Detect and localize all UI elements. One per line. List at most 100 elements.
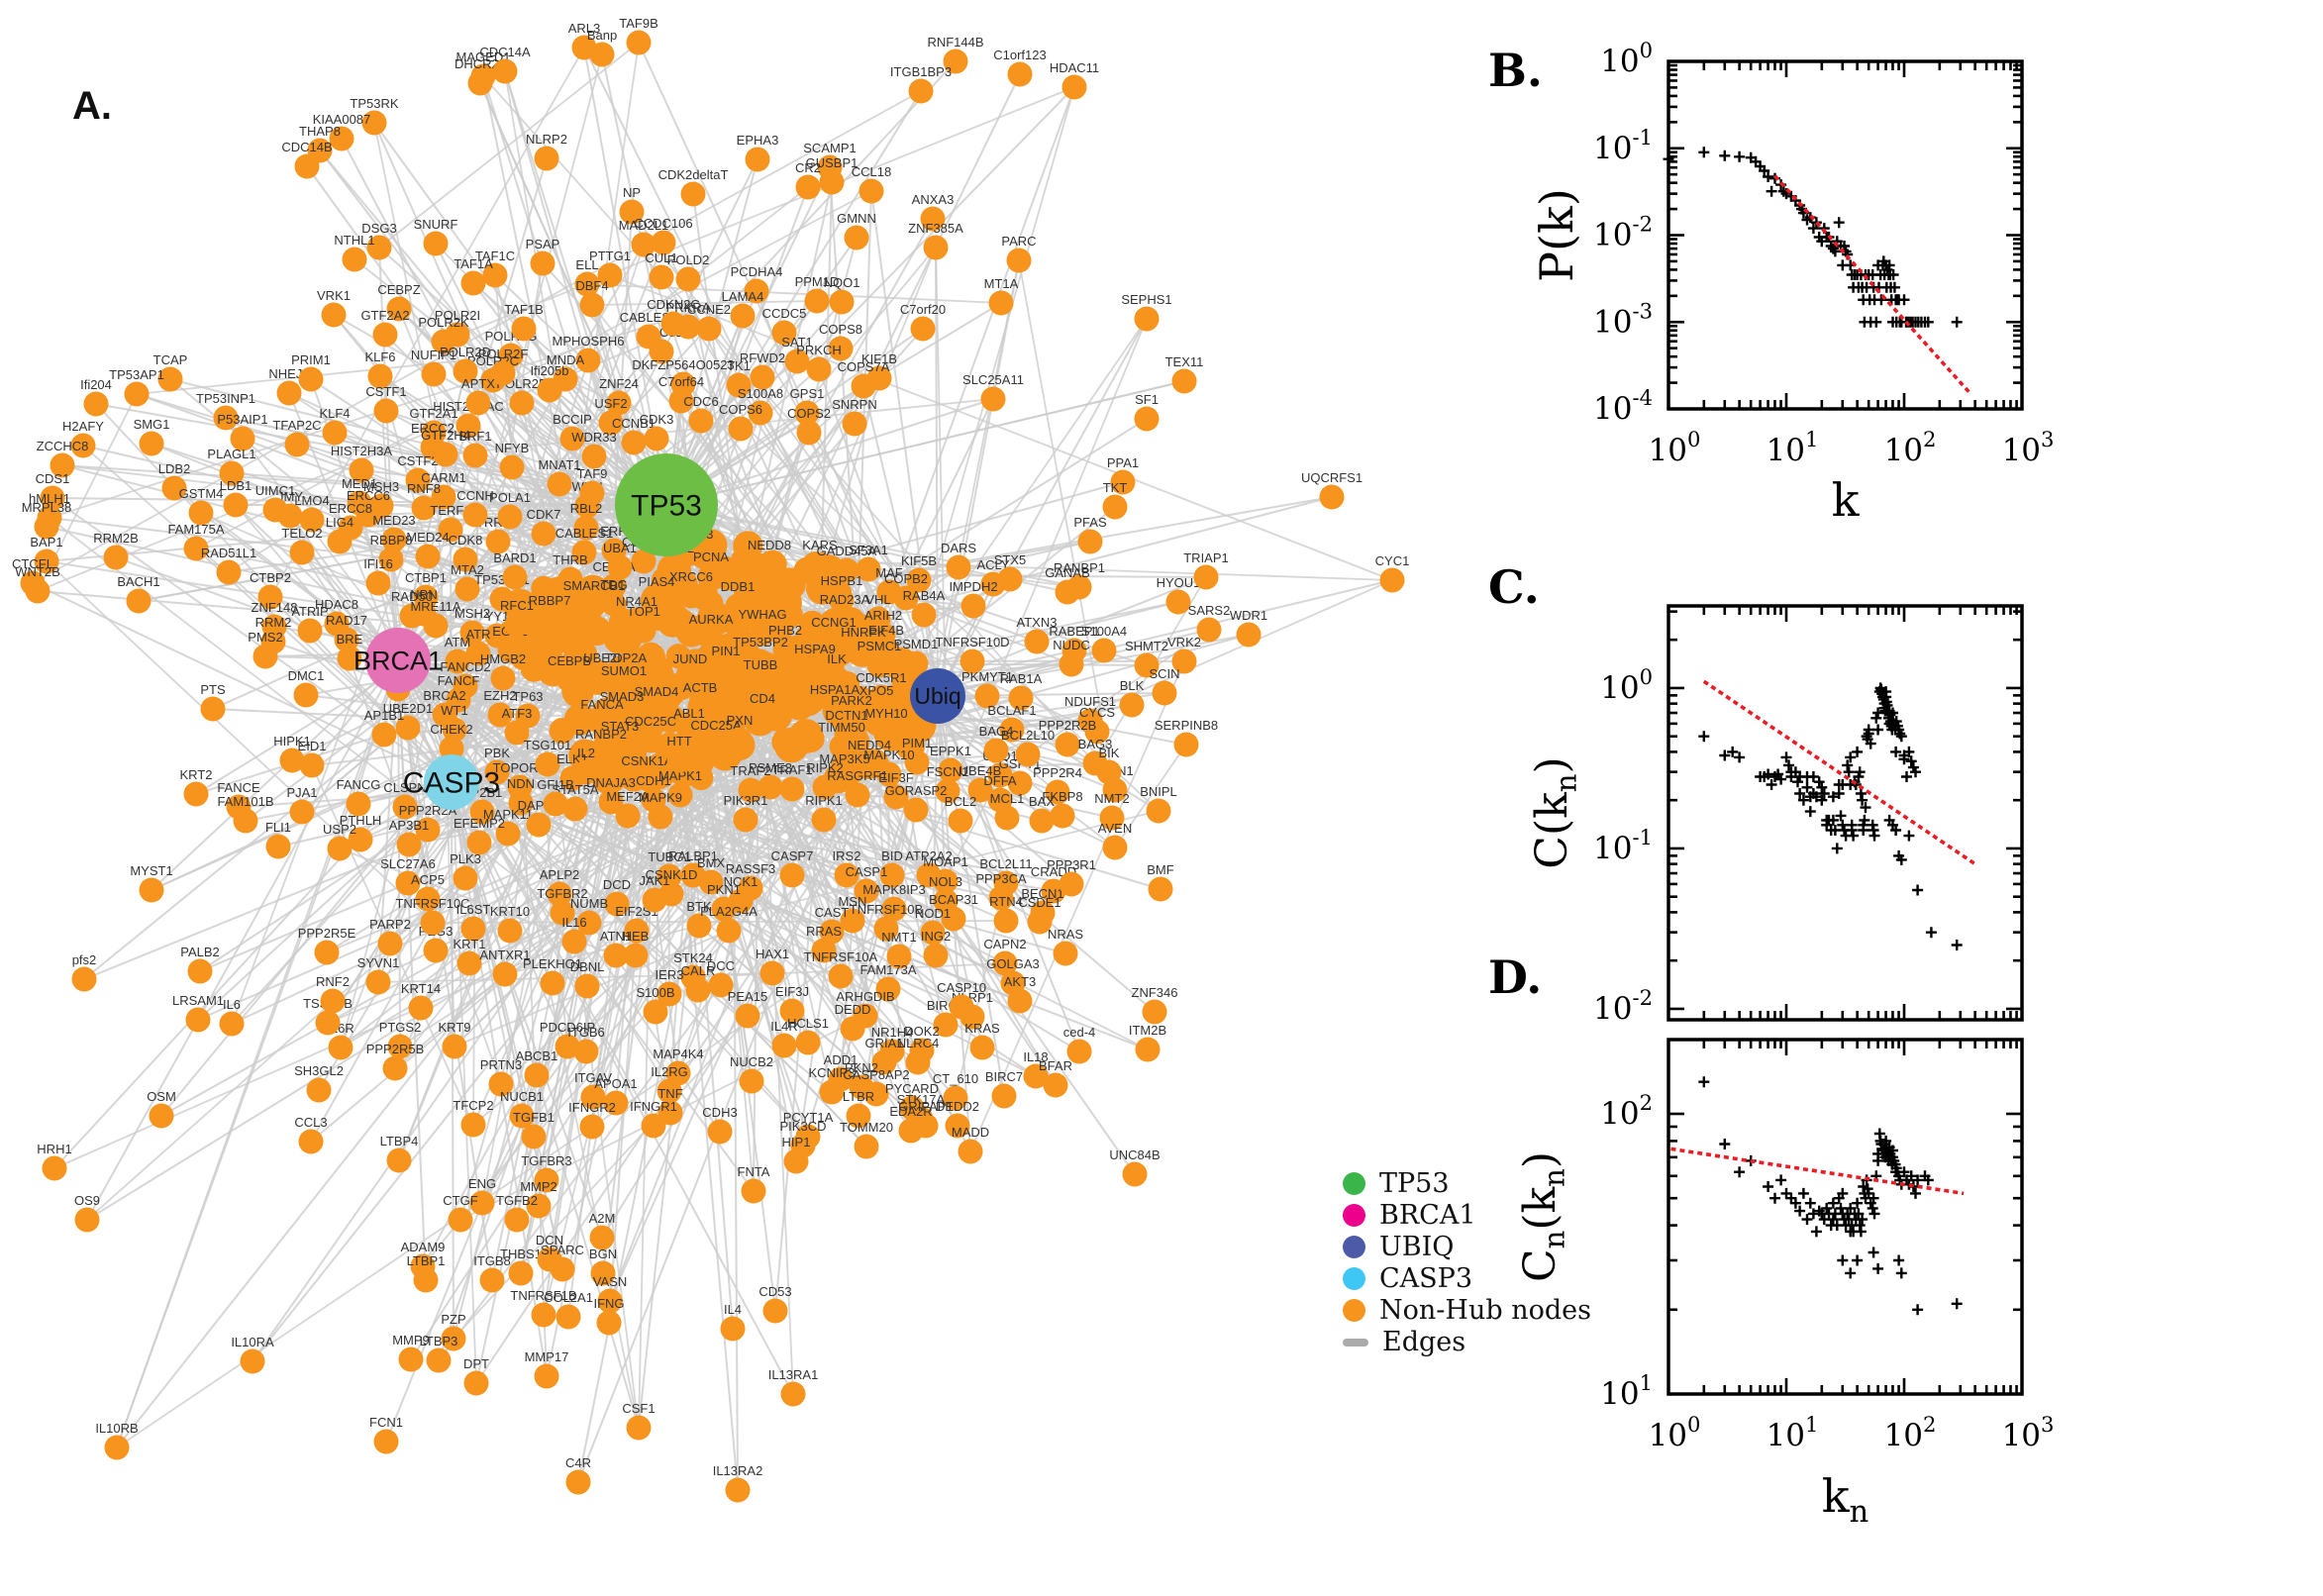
network-node-label: SPARC [541,1243,584,1257]
network-node-label: CASP10 [937,980,986,995]
network-node-label: NEDD8 [748,538,791,552]
data-point [1759,165,1770,176]
network-node-label: TERF1 [430,503,470,518]
network-node-label: NMT2 [1094,791,1129,806]
network-node [492,58,518,84]
network-node-label: BAP1 [30,535,62,549]
network-node [988,290,1014,316]
network-node [796,420,822,446]
network-node-label: HIST2H3A [331,444,392,458]
network-node-label: SERPINB8 [1155,718,1218,733]
network-node [1091,638,1117,663]
network-node-label: IL2RG [651,1064,688,1079]
network-node-label: CUL1 [645,250,677,265]
network-node [342,247,367,272]
network-node-label: IRS2 [833,848,861,863]
network-node [1008,685,1034,711]
network-node-label: TELO2 [281,526,322,541]
network-node [771,1033,797,1058]
data-point [1890,746,1902,757]
network-node-label: IL4 [724,1302,742,1317]
network-node [1043,1072,1068,1098]
network-edge [451,781,551,1260]
network-node [329,126,354,151]
network-node-label: BAG3 [1078,737,1113,751]
network-node-label: CEBPZ [377,282,420,297]
network-node [551,624,580,653]
network-node-label: TP53BP2 [733,635,788,649]
network-node-label: GRIA1 [864,1036,903,1050]
network-node [603,625,634,654]
network-node-label: PLAGL1 [207,447,255,461]
network-node-label: HDAC11 [1050,60,1099,75]
data-point [1865,738,1876,749]
network-node-label: AVEN [1098,821,1132,836]
network-node [876,761,902,787]
network-node [854,878,879,904]
network-node [1023,1063,1049,1089]
network-node [456,950,482,976]
network-node [504,720,530,746]
network-edge [116,748,671,1448]
network-node-label: UBE2I [583,650,621,665]
network-node [34,514,59,540]
network-node-label: RNF144B [927,35,983,50]
network-node [575,348,601,373]
network-edge [82,445,699,991]
network-edge [451,753,1029,783]
network-node [1055,732,1080,757]
network-node [103,545,129,570]
network-edge [397,659,655,1127]
network-node-label: STAT3 [601,719,640,734]
data-point [1827,1214,1839,1226]
network-node [771,320,797,346]
data-point [1801,781,1813,793]
network-node [349,457,374,483]
network-node-label: ACLY [977,557,1010,572]
network-node-label: CTBP2 [250,570,291,585]
network-node [537,377,562,403]
network-node [556,667,582,693]
network-node-label: HTT [666,734,691,748]
network-node [744,278,769,304]
x-axis-label: k [1832,473,1861,527]
network-node [772,637,798,662]
network-node [923,235,949,260]
network-node [730,303,756,329]
network-node-label: CASP1 [846,864,888,879]
network-node-label: THRB [553,552,587,567]
data-point [1789,1197,1801,1209]
network-node [668,388,694,414]
network-node [284,432,310,457]
network-node-label: STAT5A [552,782,599,797]
network-node [537,607,562,633]
network-node [490,665,516,691]
network-node-label: IL4R [770,1019,797,1034]
network-node [262,497,288,523]
network-node-label: TP53AP1 [109,367,164,382]
network-node [993,908,1019,934]
network-edge [438,736,657,1361]
network-node [1099,805,1125,831]
network-node [607,733,633,758]
network-node-label: TP63 [512,689,543,704]
data-point [1854,1220,1866,1232]
data-point [1780,751,1792,763]
network-node [856,556,881,582]
x-tick-label: 102 [1884,1412,1937,1453]
data-point [1912,884,1924,896]
network-node-label: EPPK1 [930,744,971,758]
network-node [795,1030,821,1055]
data-point [1827,814,1839,826]
network-node [348,827,373,852]
network-node [139,877,164,903]
network-node [840,1016,865,1042]
network-node [923,943,949,968]
network-node-label: ABL1 [673,706,705,721]
network-node [1059,651,1084,677]
network-edge [472,793,622,1126]
nonhub-color-dot-icon [1343,1299,1365,1322]
network-node-label: VRK1 [317,288,351,303]
network-node [25,578,50,604]
network-node [707,1119,733,1145]
